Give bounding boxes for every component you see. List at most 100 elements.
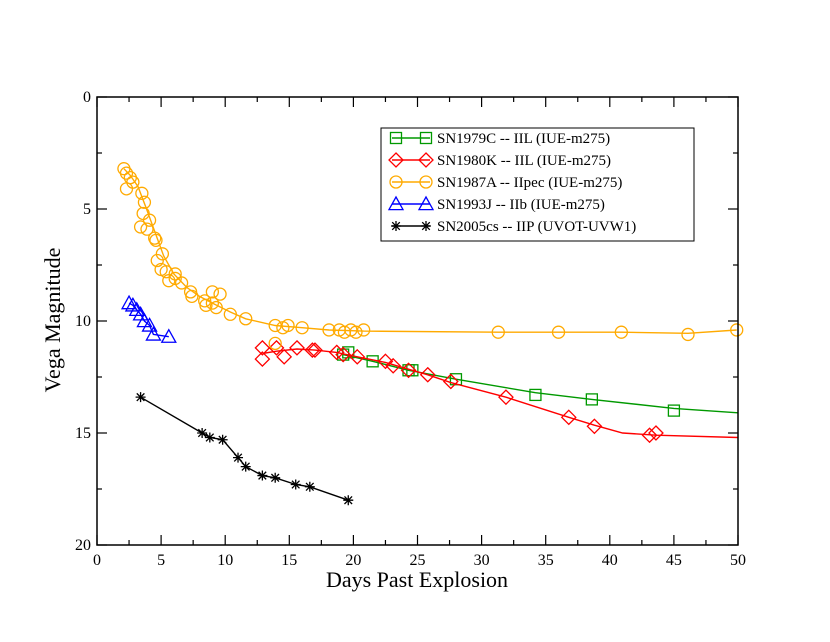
data-point-sn1980k xyxy=(400,362,417,379)
data-point-sn1987a xyxy=(155,247,170,261)
data-point-sn1987a xyxy=(142,213,157,227)
legend-marker xyxy=(419,175,433,189)
data-point-sn1980k xyxy=(560,409,577,426)
series-line-sn2005cs xyxy=(140,396,349,501)
data-point-sn1993j xyxy=(120,294,138,310)
data-point-sn1987a xyxy=(126,175,140,189)
data-point-sn1987a xyxy=(730,323,744,337)
x-tick-label: 45 xyxy=(666,552,682,569)
data-point-sn1980k xyxy=(289,339,305,356)
data-point-sn2005cs xyxy=(204,432,215,443)
data-point-sn1993j xyxy=(141,317,158,332)
y-tick-label: 20 xyxy=(75,537,91,554)
legend-marker xyxy=(391,221,401,231)
series-line-sn1980k xyxy=(262,348,739,439)
x-tick-label: 35 xyxy=(538,552,554,569)
x-tick-label: 50 xyxy=(730,552,746,569)
series-sn1993j xyxy=(120,294,177,343)
x-tick-label: 30 xyxy=(474,552,490,569)
data-point-sn2005cs xyxy=(240,461,251,472)
x-tick-label: 20 xyxy=(345,552,361,569)
legend-entry-sn2005cs: SN2005cs -- IIP (UVOT-UVW1) xyxy=(391,219,636,235)
data-point-sn2005cs xyxy=(135,392,146,403)
data-point-sn1987a xyxy=(223,307,237,321)
data-point-sn1987a xyxy=(119,166,134,180)
data-point-sn1987a xyxy=(150,253,164,268)
data-point-sn1987a xyxy=(159,265,173,279)
data-point-sn2005cs xyxy=(217,434,228,445)
data-point-sn1980k xyxy=(442,373,459,390)
data-point-sn2005cs xyxy=(257,470,268,481)
data-point-sn2005cs xyxy=(270,472,281,483)
data-point-sn1993j xyxy=(160,328,177,343)
data-point-sn1980k xyxy=(304,342,321,359)
x-tick-label: 5 xyxy=(157,552,165,569)
data-point-sn1987a xyxy=(268,336,282,351)
data-point-sn1980k xyxy=(377,353,394,370)
legend-entry-sn1979c: SN1979C -- IIL (IUE-m275) xyxy=(389,131,610,147)
legend-label: SN2005cs -- IIP (UVOT-UVW1) xyxy=(437,219,636,235)
data-point-sn1979c xyxy=(449,373,463,386)
data-point-sn1987a xyxy=(140,222,154,236)
data-point-sn1987a xyxy=(213,287,227,301)
x-axis-title: Days Past Explosion xyxy=(326,567,508,592)
data-point-sn1987a xyxy=(322,323,336,337)
data-point-sn1980k xyxy=(349,348,366,365)
legend-marker xyxy=(418,152,434,168)
axes: 0 5 10 15 20 25 30 35 40 45 50 0 5 10 15 20 xyxy=(75,89,746,569)
legend-box xyxy=(380,127,695,242)
data-point-sn1979c xyxy=(667,404,681,417)
data-point-sn1987a xyxy=(295,321,309,335)
data-point-sn1980k xyxy=(335,346,352,363)
y-tick-label: 0 xyxy=(83,89,91,106)
legend-marker xyxy=(421,221,431,231)
data-point-sn2005cs xyxy=(197,428,208,438)
data-point-sn1987a xyxy=(209,300,223,315)
series-line-sn1979c xyxy=(342,353,739,414)
legend-marker xyxy=(419,131,433,145)
y-tick-label: 10 xyxy=(75,313,91,330)
legend-label: SN1979C -- IIL (IUE-m275) xyxy=(437,131,610,147)
legend-label: SN1993J -- IIb (IUE-m275) xyxy=(437,197,605,213)
data-point-sn1987a xyxy=(168,267,182,281)
data-point-sn1987a xyxy=(199,298,213,312)
data-point-sn1987a xyxy=(185,289,199,304)
data-point-sn1980k xyxy=(385,357,402,374)
data-point-sn1987a xyxy=(491,325,505,339)
y-tick-label: 5 xyxy=(83,201,91,218)
data-point-sn1979c xyxy=(342,346,355,359)
data-point-sn2005cs xyxy=(304,481,315,492)
data-point-sn1987a xyxy=(133,220,148,234)
legend-marker xyxy=(389,175,403,189)
data-point-sn2005cs xyxy=(233,452,244,463)
data-point-sn1980k xyxy=(276,348,293,365)
data-point-sn1980k xyxy=(648,425,664,441)
y-tick-label: 15 xyxy=(75,425,91,442)
legend-entry-sn1987a: SN1987A -- IIpec (IUE-m275) xyxy=(389,175,622,191)
data-point-sn1987a xyxy=(681,327,695,342)
data-point-sn1980k xyxy=(586,418,603,435)
legend-label: SN1987A -- IIpec (IUE-m275) xyxy=(437,175,622,191)
data-point-sn1987a xyxy=(148,231,162,245)
data-point-sn1987a xyxy=(268,318,282,333)
legend-marker xyxy=(417,195,435,211)
series-sn1979c xyxy=(336,346,739,417)
x-tick-label: 40 xyxy=(602,552,618,569)
data-point-sn1980k xyxy=(307,342,323,359)
data-point-sn1987a xyxy=(281,318,295,333)
data-point-sn1987a xyxy=(149,233,163,248)
y-axis-title: Vega Magnitude xyxy=(40,248,65,393)
series-sn2005cs xyxy=(135,392,354,506)
data-point-sn1980k xyxy=(419,366,436,383)
legend-marker xyxy=(387,195,405,211)
x-tick-label: 15 xyxy=(281,552,297,569)
data-point-sn1980k xyxy=(254,339,271,356)
data-point-sn1987a xyxy=(174,276,189,290)
data-point-sn1987a xyxy=(136,206,150,221)
data-point-sn1987a xyxy=(137,195,152,209)
data-point-sn1987a xyxy=(349,325,363,339)
data-point-sn1979c xyxy=(406,364,419,377)
data-point-sn1987a xyxy=(119,182,134,196)
legend-entry-sn1993j: SN1993J -- IIb (IUE-m275) xyxy=(387,195,605,213)
data-point-sn1987a xyxy=(357,323,371,337)
